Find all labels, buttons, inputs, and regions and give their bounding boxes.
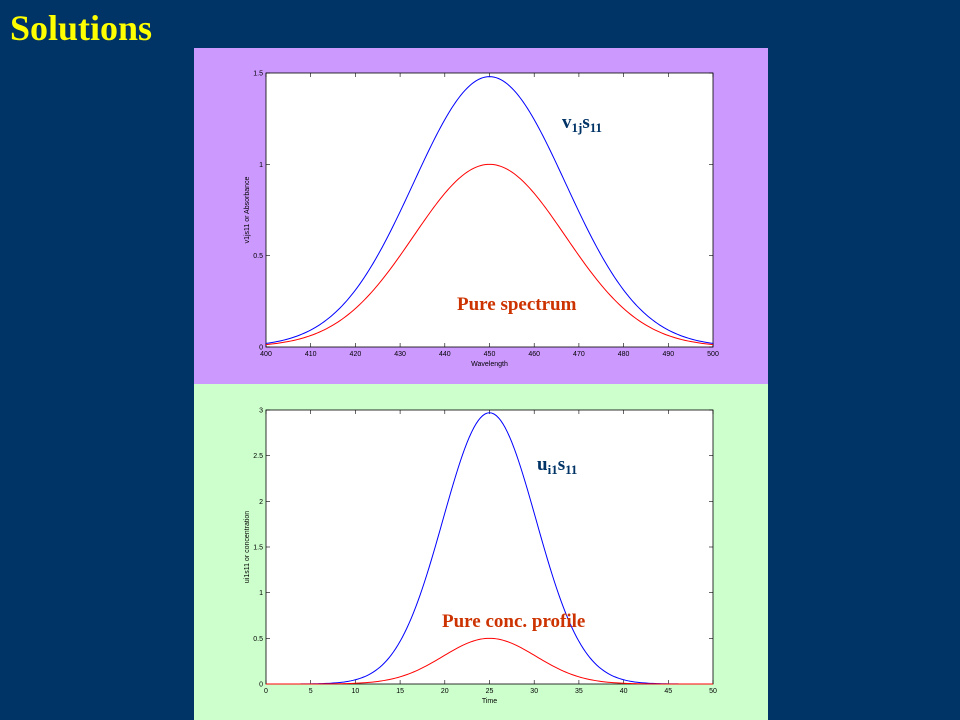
y-axis-label: ui1s11 or concentration: [244, 511, 251, 583]
x-tick-label: 470: [573, 351, 585, 358]
ui1s11-annotation: ui1s11: [537, 454, 577, 477]
x-tick-label: 35: [575, 688, 583, 695]
y-tick-label: 2: [259, 499, 263, 506]
x-tick-label: 490: [662, 351, 674, 358]
concentration-plot-area: [265, 409, 714, 685]
x-tick-label: 410: [305, 351, 317, 358]
y-tick-label: 1: [259, 162, 263, 169]
x-tick-label: 45: [664, 688, 672, 695]
x-tick-label: 440: [439, 351, 451, 358]
y-tick-label: 0: [259, 345, 263, 352]
concentration-chart: 0 5 10 15 20 25 30 35 40 45 50 0 0.5 1 1.5 2 2.5 3 Time ui1…: [244, 408, 717, 706]
x-tick-label: 500: [707, 351, 719, 358]
x-tick-label: 450: [484, 351, 496, 358]
x-tick-label: 430: [394, 351, 406, 358]
y-tick-label: 1.5: [253, 71, 263, 78]
y-tick-label: 1.5: [253, 545, 263, 552]
x-tick-label: 20: [441, 688, 449, 695]
pure-conc-profile-annotation: Pure conc. profile: [442, 611, 585, 632]
pure-spectrum-annotation: Pure spectrum: [457, 294, 577, 315]
x-tick-label: 460: [528, 351, 540, 358]
x-axis-label: Wavelength: [471, 361, 508, 368]
x-tick-label: 10: [352, 688, 360, 695]
y-tick-label: 3: [259, 408, 263, 415]
spectrum-panel: 400 410 420 430 440 450 460 470 480 490 500 0 0.5 1 1.…: [194, 48, 768, 384]
x-tick-label: 400: [260, 351, 272, 358]
y-tick-label: 0.5: [253, 253, 263, 260]
y-axis-label: v1js11 or Absorbance: [244, 176, 251, 243]
spectrum-plot-area: [265, 72, 714, 348]
concentration-series-blue-line: [266, 412, 713, 685]
x-tick-label: 480: [618, 351, 630, 358]
x-axis-label: Time: [482, 698, 497, 705]
x-tick-label: 30: [530, 688, 538, 695]
x-tick-label: 5: [309, 688, 313, 695]
x-tick-label: 15: [396, 688, 404, 695]
slide-title: Solutions: [10, 8, 153, 48]
x-tick-label: 0: [264, 688, 268, 695]
x-tick-label: 25: [486, 688, 494, 695]
concentration-panel: 0 5 10 15 20 25 30 35 40 45 50 0 0.5 1 1.5 2 2.5 3 Time ui1…: [194, 384, 768, 720]
spectrum-chart: 400 410 420 430 440 450 460 470 480 490 500 0 0.5 1 1.…: [244, 71, 719, 369]
concentration-series-red-line: [266, 637, 713, 685]
y-tick-label: 2.5: [253, 453, 263, 460]
y-tick-label: 0.5: [253, 636, 263, 643]
y-tick-label: 1: [259, 590, 263, 597]
x-tick-label: 50: [709, 688, 717, 695]
x-tick-label: 420: [350, 351, 362, 358]
spectrum-series-red-line: [265, 163, 714, 346]
x-tick-label: 40: [620, 688, 628, 695]
v1js11-annotation: v1js11: [562, 112, 602, 135]
spectrum-series-blue-line: [265, 76, 714, 344]
y-tick-label: 0: [259, 682, 263, 689]
